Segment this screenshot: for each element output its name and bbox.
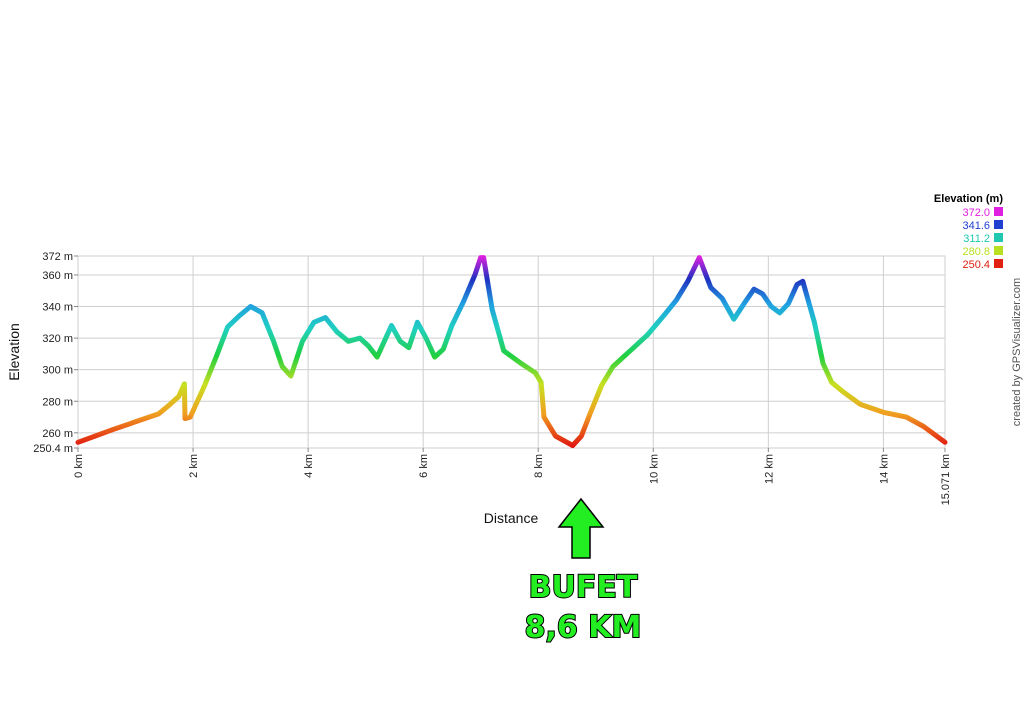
credit-text: created by GPSVisualizer.com — [1011, 278, 1023, 426]
bufet-annotation: BUFET 8,6 KM — [524, 497, 642, 646]
grid — [77, 255, 946, 449]
x-tick-label: 15.071 km — [940, 454, 952, 505]
legend-item-label: 311.2 — [963, 233, 990, 245]
y-tick-label: 340 m — [42, 302, 73, 314]
bufet-label: BUFET — [529, 570, 638, 605]
y-tick-label: 372 m — [42, 251, 73, 263]
legend-title: Elevation (m) — [934, 193, 1003, 205]
y-tick-label: 280 m — [42, 396, 73, 408]
x-tick-label: 6 km — [418, 454, 430, 478]
y-tick-label: 250.4 m — [33, 443, 73, 455]
y-tick-label: 320 m — [42, 333, 73, 345]
x-tick-label: 12 km — [763, 454, 775, 484]
legend-item-label: 250.4 — [962, 259, 990, 271]
legend-swatch — [994, 207, 1003, 216]
legend-swatch — [994, 233, 1003, 242]
legend-item-label: 280.8 — [962, 246, 990, 258]
y-axis-title: Elevation — [6, 323, 22, 381]
y-tick-label: 300 m — [42, 365, 73, 377]
x-tick-label: 0 km — [73, 454, 85, 478]
bufet-distance: 8,6 KM — [525, 610, 642, 645]
x-tick-label: 14 km — [878, 454, 890, 484]
x-tick-label: 4 km — [303, 454, 315, 478]
x-tick-label: 2 km — [188, 454, 200, 478]
elevation-line — [75, 255, 948, 448]
x-tick-label: 8 km — [533, 454, 545, 478]
up-arrow-icon — [557, 497, 605, 559]
y-axis: 250.4 m 260 m 280 m 300 m 320 m 340 m 360 m 372… — [33, 251, 78, 455]
y-tick-label: 360 m — [42, 270, 73, 282]
legend-item-label: 372.0 — [962, 207, 990, 219]
x-axis-title: Distance — [484, 510, 539, 526]
x-axis: 0 km 2 km 4 km 6 km 8 km 10 km 12 km 14 km 15.07… — [73, 448, 952, 505]
legend-swatch — [994, 246, 1003, 255]
legend-swatch — [994, 220, 1003, 229]
plot-area — [77, 255, 946, 449]
x-tick-label: 10 km — [648, 454, 660, 484]
y-tick-label: 260 m — [42, 428, 73, 440]
legend-swatch — [994, 259, 1003, 268]
legend-item-label: 341.6 — [962, 220, 990, 232]
